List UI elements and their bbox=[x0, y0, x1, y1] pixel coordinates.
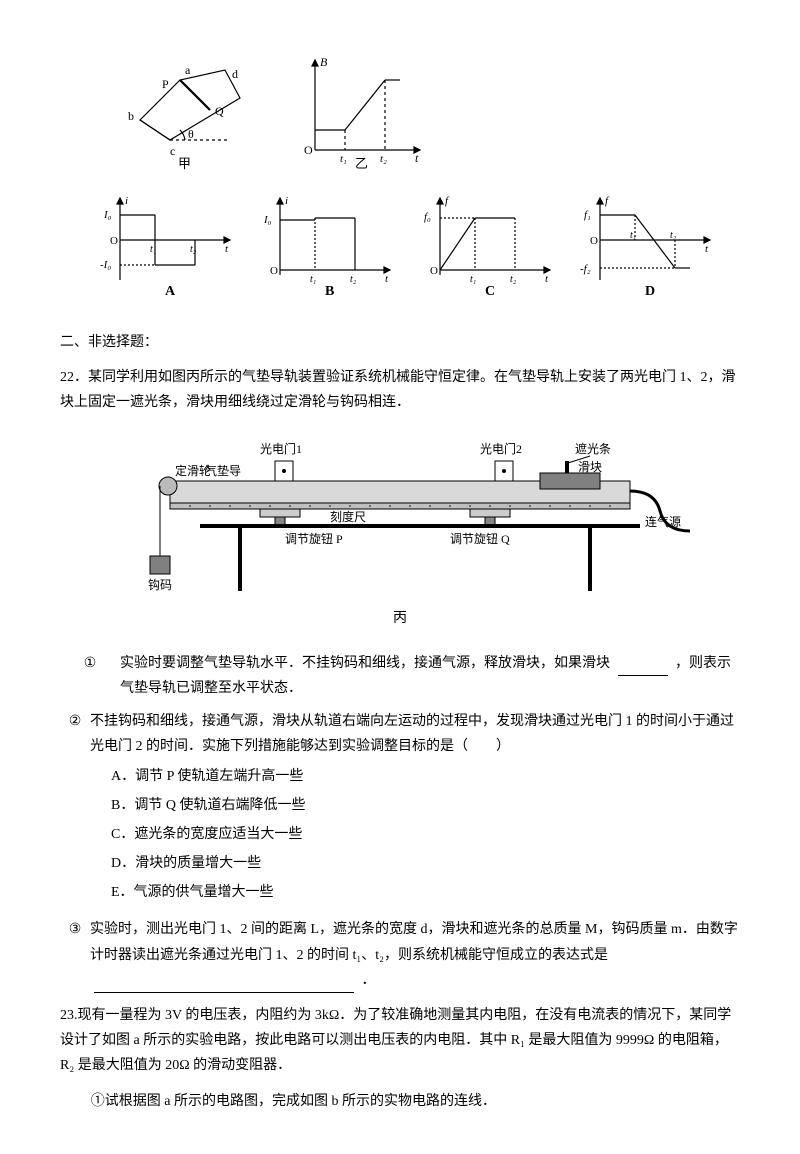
B-axis-x: t bbox=[385, 273, 389, 285]
B-axis-y: i bbox=[285, 195, 288, 207]
lbl-rail: 气垫导 bbox=[205, 463, 241, 478]
q22-part3-text-a: 实验时，测出光电门 1、2 间的距离 L，遮光条的宽度 d，滑块和遮光条的总质量… bbox=[90, 922, 738, 962]
q22-part3-num: ③ bbox=[60, 917, 90, 993]
lbl-gate1: 光电门1 bbox=[260, 441, 302, 456]
label-Q: Q bbox=[215, 104, 224, 118]
tick-t1: t₁ bbox=[340, 153, 347, 165]
origin-O: O bbox=[304, 143, 313, 157]
label-b: b bbox=[128, 109, 134, 123]
axis-t: t bbox=[415, 151, 419, 165]
C-f0: f₀ bbox=[424, 211, 431, 223]
q22-num: 22． bbox=[60, 370, 88, 385]
q22-opt-C[interactable]: C．遮光条的宽度应适当大一些 bbox=[111, 822, 740, 847]
D-label: D bbox=[645, 284, 655, 299]
label-P: P bbox=[162, 77, 169, 91]
B-I0: I₀ bbox=[263, 214, 272, 226]
section-heading: 二、非选择题： bbox=[60, 330, 740, 355]
diagram-row-top: a b c d P Q θ 甲 B t O t₁ t₂ 乙 bbox=[100, 50, 740, 170]
C-axis-x: t bbox=[545, 273, 549, 285]
D-t1: t₁ bbox=[630, 230, 636, 241]
caption-yi: 乙 bbox=[355, 156, 368, 170]
lbl-ruler: 刻度尺 bbox=[330, 509, 366, 524]
q22-part2: ② 不挂钩码和细线，接通气源，滑块从轨道右端向左运动的过程中，发现滑块通过光电门… bbox=[60, 709, 740, 909]
B-label: B bbox=[325, 284, 334, 299]
diagram-jia: a b c d P Q θ 甲 bbox=[100, 50, 260, 170]
D-f1: f₁ bbox=[584, 209, 591, 221]
lbl-weight: 钩码 bbox=[148, 578, 172, 592]
D-f2: -f₂ bbox=[580, 263, 591, 275]
lbl-gate2: 光电门2 bbox=[480, 441, 522, 456]
q22-part3: ③ 实验时，测出光电门 1、2 间的距离 L，遮光条的宽度 d，滑块和遮光条的总… bbox=[60, 917, 740, 993]
q22-part3-blank[interactable] bbox=[94, 978, 354, 993]
B-origin: O bbox=[270, 265, 278, 277]
lbl-slider: 滑块 bbox=[578, 460, 602, 474]
A-label: A bbox=[165, 284, 176, 299]
apparatus-figure: 定滑轮 气垫导 光电门1 光电门2 遮光条 滑块 刻度尺 调节旋钮 P 调节旋钮… bbox=[100, 431, 700, 601]
C-label: C bbox=[485, 284, 495, 299]
lbl-knobQ: 调节旋钮 Q bbox=[450, 531, 510, 546]
A-origin: O bbox=[110, 235, 118, 247]
A-axis-x: t bbox=[225, 243, 229, 255]
q23-num: 23. bbox=[60, 1008, 78, 1023]
A-axis-y: i bbox=[125, 195, 128, 207]
D-origin: O bbox=[590, 235, 598, 247]
C-axis-y: f bbox=[445, 195, 450, 207]
q22-opt-E[interactable]: E．气源的供气量增大一些 bbox=[111, 880, 740, 905]
graph-C: f t O f₀ t₁ t₂ C bbox=[420, 190, 560, 300]
q23-stem: 现有一量程为 3V 的电压表，内阻约为 3kΩ．为了较准确地测量其内电阻，在没有… bbox=[60, 1008, 731, 1073]
q22-opt-A[interactable]: A．调节 P 使轨道左端升高一些 bbox=[111, 764, 740, 789]
C-t2: t₂ bbox=[510, 274, 517, 285]
graph-A: i t O I₀ -I₀ t₁ t₂ A bbox=[100, 190, 240, 300]
diagram-yi: B t O t₁ t₂ 乙 bbox=[290, 50, 430, 170]
lbl-source: 连气源 bbox=[645, 514, 681, 529]
q22-part3-text-b: ． bbox=[362, 973, 376, 988]
axis-B: B bbox=[320, 55, 328, 69]
q22-part2-num: ② bbox=[60, 709, 90, 909]
q22-opt-B[interactable]: B．调节 Q 使轨道右端降低一些 bbox=[111, 793, 740, 818]
q22-stem: 某同学利用如图丙所示的气垫导轨装置验证系统机械能守恒定律。在气垫导轨上安装了两光… bbox=[60, 370, 736, 410]
D-t2: t₂ bbox=[670, 230, 677, 241]
question-22: 22．某同学利用如图丙所示的气垫导轨装置验证系统机械能守恒定律。在气垫导轨上安装… bbox=[60, 365, 740, 415]
caption-jia: 甲 bbox=[178, 156, 191, 170]
A-t2: t₂ bbox=[190, 244, 197, 255]
label-a: a bbox=[185, 63, 191, 77]
graph-B: i t O I₀ t₁ t₂ B bbox=[260, 190, 400, 300]
lbl-strip: 遮光条 bbox=[575, 441, 611, 456]
q22-part1-text-a: 实验时要调整气垫导轨水平．不挂钩码和细线，接通气源，释放滑块，如果滑块 bbox=[120, 656, 610, 671]
label-theta: θ bbox=[188, 127, 194, 141]
lbl-knobP: 调节旋钮 P bbox=[285, 531, 343, 546]
label-d: d bbox=[232, 67, 238, 81]
C-t1: t₁ bbox=[470, 274, 476, 285]
D-axis-x: t bbox=[705, 243, 709, 255]
q22-part1-blank[interactable] bbox=[618, 661, 668, 676]
question-23: 23.现有一量程为 3V 的电压表，内阻约为 3kΩ．为了较准确地测量其内电阻，… bbox=[60, 1003, 740, 1079]
tick-t2: t₂ bbox=[380, 153, 387, 165]
diagram-row-choices: i t O I₀ -I₀ t₁ t₂ A i t O I₀ t₁ t₂ B bbox=[100, 190, 740, 300]
A-I0: I₀ bbox=[103, 209, 112, 221]
q22-part1: ① 实验时要调整气垫导轨水平．不挂钩码和细线，接通气源，释放滑块，如果滑块 ，则… bbox=[60, 651, 740, 701]
q22-opt-D[interactable]: D．滑块的质量增大一些 bbox=[111, 851, 740, 876]
q23-part1-text: 试根据图 a 所示的电路图，完成如图 b 所示的实物电路的连线． bbox=[105, 1094, 496, 1109]
apparatus-caption: 丙 bbox=[60, 606, 740, 631]
graph-D: f t O f₁ -f₂ t₁ t₂ D bbox=[580, 190, 720, 300]
D-axis-y: f bbox=[605, 195, 610, 207]
q22-part1-num: ① bbox=[60, 651, 120, 701]
A-negI0: -I₀ bbox=[100, 259, 111, 271]
A-t1: t₁ bbox=[150, 244, 156, 255]
B-t2: t₂ bbox=[350, 274, 357, 285]
label-c: c bbox=[170, 144, 175, 158]
q23-part1-num: ① bbox=[91, 1094, 105, 1109]
B-t1: t₁ bbox=[310, 274, 316, 285]
q22-part2-text: 不挂钩码和细线，接通气源，滑块从轨道右端向左运动的过程中，发现滑块通过光电门 1… bbox=[90, 714, 734, 754]
C-origin: O bbox=[430, 265, 438, 277]
